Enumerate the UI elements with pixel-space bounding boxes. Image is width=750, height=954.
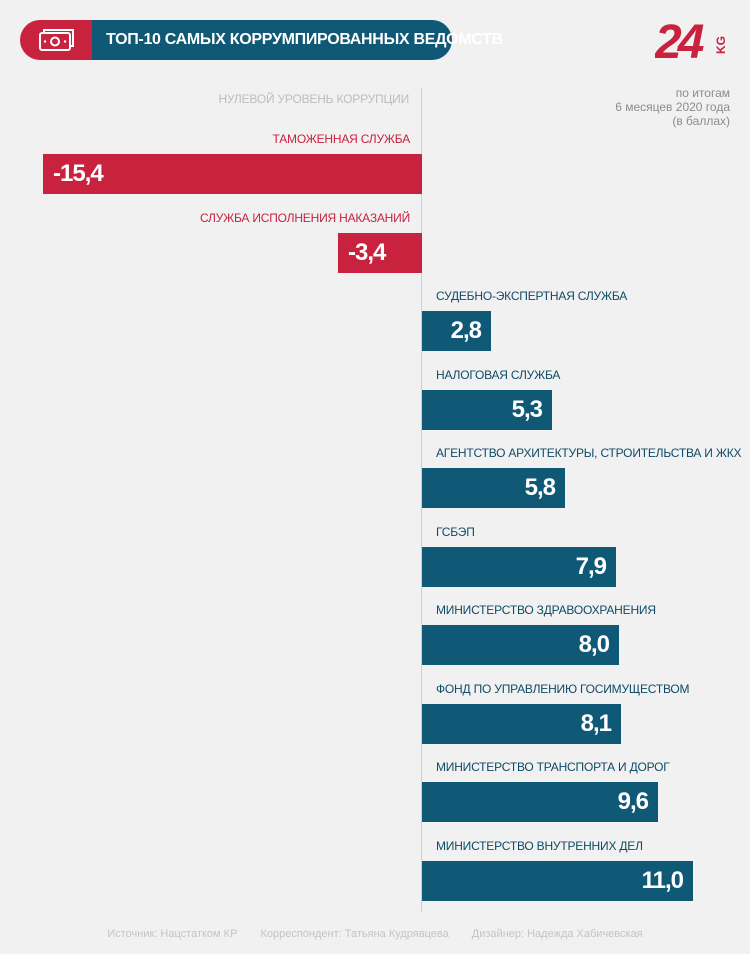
bar-value-label: -15,4 — [53, 160, 104, 187]
category-label: НАЛОГОВАЯ СЛУЖБА — [436, 368, 561, 382]
bar-value-label: 8,1 — [580, 710, 612, 737]
bar — [338, 233, 422, 273]
bar — [43, 154, 422, 194]
footer-designer: Дизайнер: Надежда Хабичевская — [471, 928, 643, 940]
category-label: МИНИСТЕРСТВО ТРАНСПОРТА И ДОРОГ — [436, 760, 670, 774]
money-icon — [39, 29, 74, 51]
category-label: СЛУЖБА ИСПОЛНЕНИЯ НАКАЗАНИЙ — [199, 211, 410, 225]
bar-value-label: 11,0 — [641, 867, 684, 894]
category-label: ФОНД ПО УПРАВЛЕНИЮ ГОСИМУЩЕСТВОМ — [436, 682, 690, 696]
category-label: АГЕНТСТВО АРХИТЕКТУРЫ, СТРОИТЕЛЬСТВА И Ж… — [436, 446, 742, 460]
period-line-3: (в баллах) — [672, 114, 730, 128]
zero-level-label: НУЛЕВОЙ УРОВЕНЬ КОРРУПЦИИ — [218, 92, 409, 106]
category-label: МИНИСТЕРСТВО ЗДРАВООХРАНЕНИЯ — [436, 603, 656, 617]
logo-suffix: KG — [714, 36, 728, 54]
footer-source: Источник: Нацстатком КР — [107, 928, 238, 940]
category-label: ТАМОЖЕННАЯ СЛУЖБА — [272, 132, 411, 146]
category-label: ГСБЭП — [436, 525, 475, 539]
bar — [422, 782, 658, 822]
header-bar: ТОП-10 САМЫХ КОРРУМПИРОВАННЫХ ВЕДОМСТВ — [92, 20, 503, 60]
chart-title: ТОП-10 САМЫХ КОРРУМПИРОВАННЫХ ВЕДОМСТВ — [106, 31, 503, 48]
bar-value-label: 5,8 — [524, 474, 556, 501]
bar — [422, 311, 491, 351]
bar — [422, 547, 616, 587]
bar-value-label: 7,9 — [575, 553, 607, 580]
bar — [422, 625, 619, 665]
footer-correspondent: Корреспондент: Татьяна Кудрявцева — [260, 928, 449, 940]
footer: Источник: Нацстатком КР Корреспондент: Т… — [0, 928, 750, 940]
bar-value-label: -3,4 — [348, 239, 386, 266]
period-line-1: по итогам — [675, 86, 730, 100]
zero-axis-line — [421, 88, 422, 912]
logo-number: 24 — [655, 16, 704, 66]
bar — [422, 390, 552, 430]
logo-24kg: 24 KG — [655, 16, 728, 66]
category-label: МИНИСТЕРСТВО ВНУТРЕННИХ ДЕЛ — [436, 839, 643, 853]
bar-value-label: 5,3 — [511, 396, 543, 423]
bar — [422, 704, 621, 744]
bar-value-label: 9,6 — [617, 788, 649, 815]
period-line-2: 6 месяцев 2020 года — [615, 100, 730, 114]
bar-value-label: 2,8 — [450, 317, 482, 344]
period-note: по итогам 6 месяцев 2020 года (в баллах) — [530, 86, 730, 128]
bar-value-label: 8,0 — [578, 631, 610, 658]
category-label: СУДЕБНО-ЭКСПЕРТНАЯ СЛУЖБА — [436, 289, 628, 303]
bar — [422, 468, 565, 508]
bar — [422, 861, 693, 901]
